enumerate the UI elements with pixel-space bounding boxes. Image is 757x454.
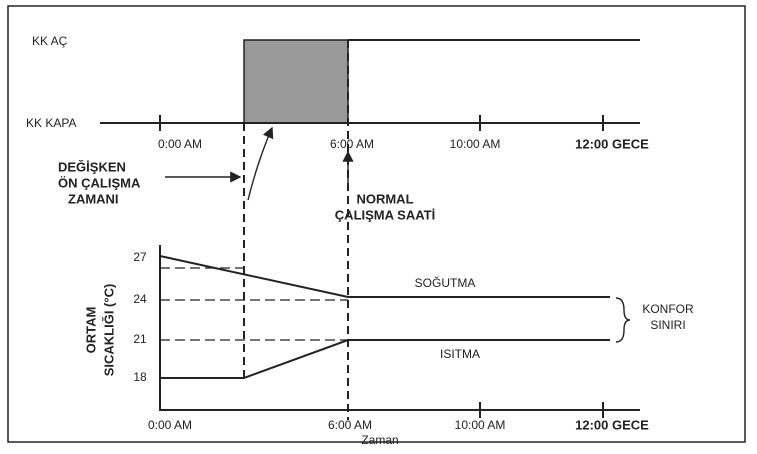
time: 10:00 AM	[450, 137, 501, 151]
cooling-label: SOĞUTMA	[415, 275, 476, 290]
y-tick: 27	[133, 250, 147, 264]
y-tick: 18	[133, 370, 147, 384]
time: 10:00 AM	[455, 418, 506, 432]
y-title: SICAKLIĞI (°C)	[101, 284, 116, 377]
cooling-line	[159, 255, 610, 298]
note: ÖN ÇALIŞMA	[58, 175, 141, 190]
bracket	[615, 297, 631, 343]
note: NORMAL	[356, 191, 413, 206]
time: 12:00 GECE	[575, 136, 649, 151]
note: ÇALIŞMA SAATİ	[335, 207, 435, 222]
heating-label: ISITMA	[440, 347, 480, 361]
preheat-area	[243, 39, 349, 124]
x-title: Zaman	[361, 433, 398, 447]
time: 6:00 AM	[330, 137, 374, 151]
guide	[160, 267, 348, 341]
time: 12:00 GECE	[575, 417, 649, 432]
comfort-label: KONFOR	[642, 302, 694, 316]
y-title: ORTAM	[83, 307, 98, 354]
heating-line	[160, 339, 610, 379]
frame	[7, 5, 746, 443]
y-tick: 24	[133, 292, 147, 306]
time: 0:00 AM	[148, 418, 192, 432]
note: ZAMANI	[68, 191, 119, 206]
comfort-label: SINIRI	[650, 318, 685, 332]
time: 0:00 AM	[158, 137, 202, 151]
note: DEĞİŞKEN	[58, 159, 126, 174]
time: 6:00 AM	[328, 418, 372, 432]
ticks	[159, 115, 604, 131]
off-label: KK KAPA	[26, 116, 76, 130]
ticks	[479, 402, 604, 418]
arrow	[247, 126, 274, 201]
on-label: KK AÇ	[32, 34, 68, 48]
y-tick: 21	[133, 332, 147, 346]
axes	[159, 245, 640, 411]
